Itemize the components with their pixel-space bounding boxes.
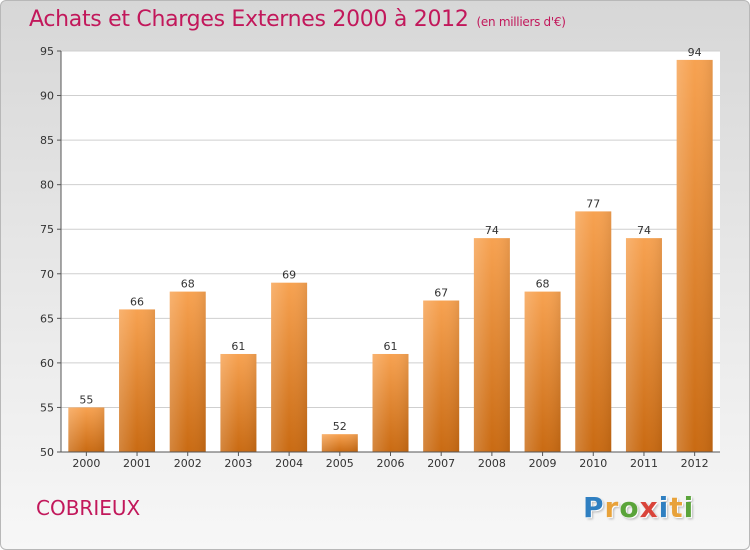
bar-shade-2011	[625, 238, 662, 452]
bar-shade-2012	[676, 59, 713, 453]
y-tick-label: 70	[40, 268, 54, 281]
bar-value-label: 74	[637, 224, 651, 237]
bar-value-label: 77	[586, 197, 600, 210]
bar-shade-2001	[119, 309, 156, 452]
commune-name: COBRIEUX	[36, 496, 141, 520]
y-tick-label: 80	[40, 179, 54, 192]
x-tick-label: 2000	[72, 457, 100, 470]
x-tick-label: 2004	[275, 457, 303, 470]
logo-letter: r	[604, 491, 620, 524]
x-tick-label: 2011	[630, 457, 658, 470]
y-tick-label: 60	[40, 357, 54, 370]
bars-group: 55 66 68 61 69 52 61 67 74 68 77 74 94	[68, 46, 713, 453]
bar-shade-2003	[220, 353, 257, 452]
y-tick-label: 90	[40, 90, 54, 103]
proxiti-logo[interactable]: Proxiti	[583, 491, 694, 524]
bar-value-label: 68	[536, 278, 550, 291]
logo-letter: x	[639, 491, 659, 524]
logo-letter: P	[583, 491, 605, 524]
x-tick-label: 2009	[529, 457, 557, 470]
y-tick-label: 65	[40, 312, 54, 325]
logo-letter: i	[658, 491, 670, 524]
axes-group: 50 55 60 65 70 75 80 85 90 95 2000 2001 2002 2003 2004…	[40, 45, 720, 470]
x-tick-label: 2007	[427, 457, 455, 470]
x-tick-label: 2010	[579, 457, 607, 470]
bar-shade-2005	[321, 434, 358, 452]
x-tick-label: 2002	[174, 457, 202, 470]
bar-value-label: 67	[434, 287, 448, 300]
bar-value-label: 55	[79, 393, 93, 406]
x-tick-label: 2006	[377, 457, 405, 470]
y-tick-label: 50	[40, 446, 54, 459]
bar-value-label: 61	[231, 340, 245, 353]
y-tick-label: 55	[40, 401, 54, 414]
y-tick-label: 85	[40, 134, 54, 147]
bar-value-label: 61	[384, 340, 398, 353]
bar-value-label: 69	[282, 269, 296, 282]
bar-shade-2004	[271, 282, 308, 452]
chart-unit: (en milliers d'€)	[476, 15, 566, 29]
chart-title-text: Achats et Charges Externes 2000 à 2012	[29, 7, 469, 32]
bar-shade-2002	[169, 291, 206, 452]
y-tick-label: 75	[40, 223, 54, 236]
y-tick-label: 95	[40, 45, 54, 58]
bar-shade-2000	[68, 407, 105, 452]
bar-value-label: 74	[485, 224, 499, 237]
x-tick-label: 2012	[681, 457, 709, 470]
chart-title: Achats et Charges Externes 2000 à 2012 (e…	[29, 7, 566, 32]
logo-letter: t	[669, 491, 684, 524]
x-tick-label: 2008	[478, 457, 506, 470]
bar-shade-2009	[524, 291, 561, 452]
bar-value-label: 68	[181, 278, 195, 291]
logo-letter: o	[619, 491, 640, 524]
logo-letter: i	[683, 491, 695, 524]
x-tick-label: 2001	[123, 457, 151, 470]
bar-shade-2007	[423, 300, 460, 452]
bar-value-label: 66	[130, 295, 144, 308]
bar-value-label: 52	[333, 420, 347, 433]
x-tick-label: 2003	[224, 457, 252, 470]
x-tick-label: 2005	[326, 457, 354, 470]
bar-value-label: 94	[688, 46, 702, 59]
bar-shade-2010	[575, 211, 612, 452]
bar-shade-2006	[372, 353, 409, 452]
bar-shade-2008	[473, 238, 510, 452]
